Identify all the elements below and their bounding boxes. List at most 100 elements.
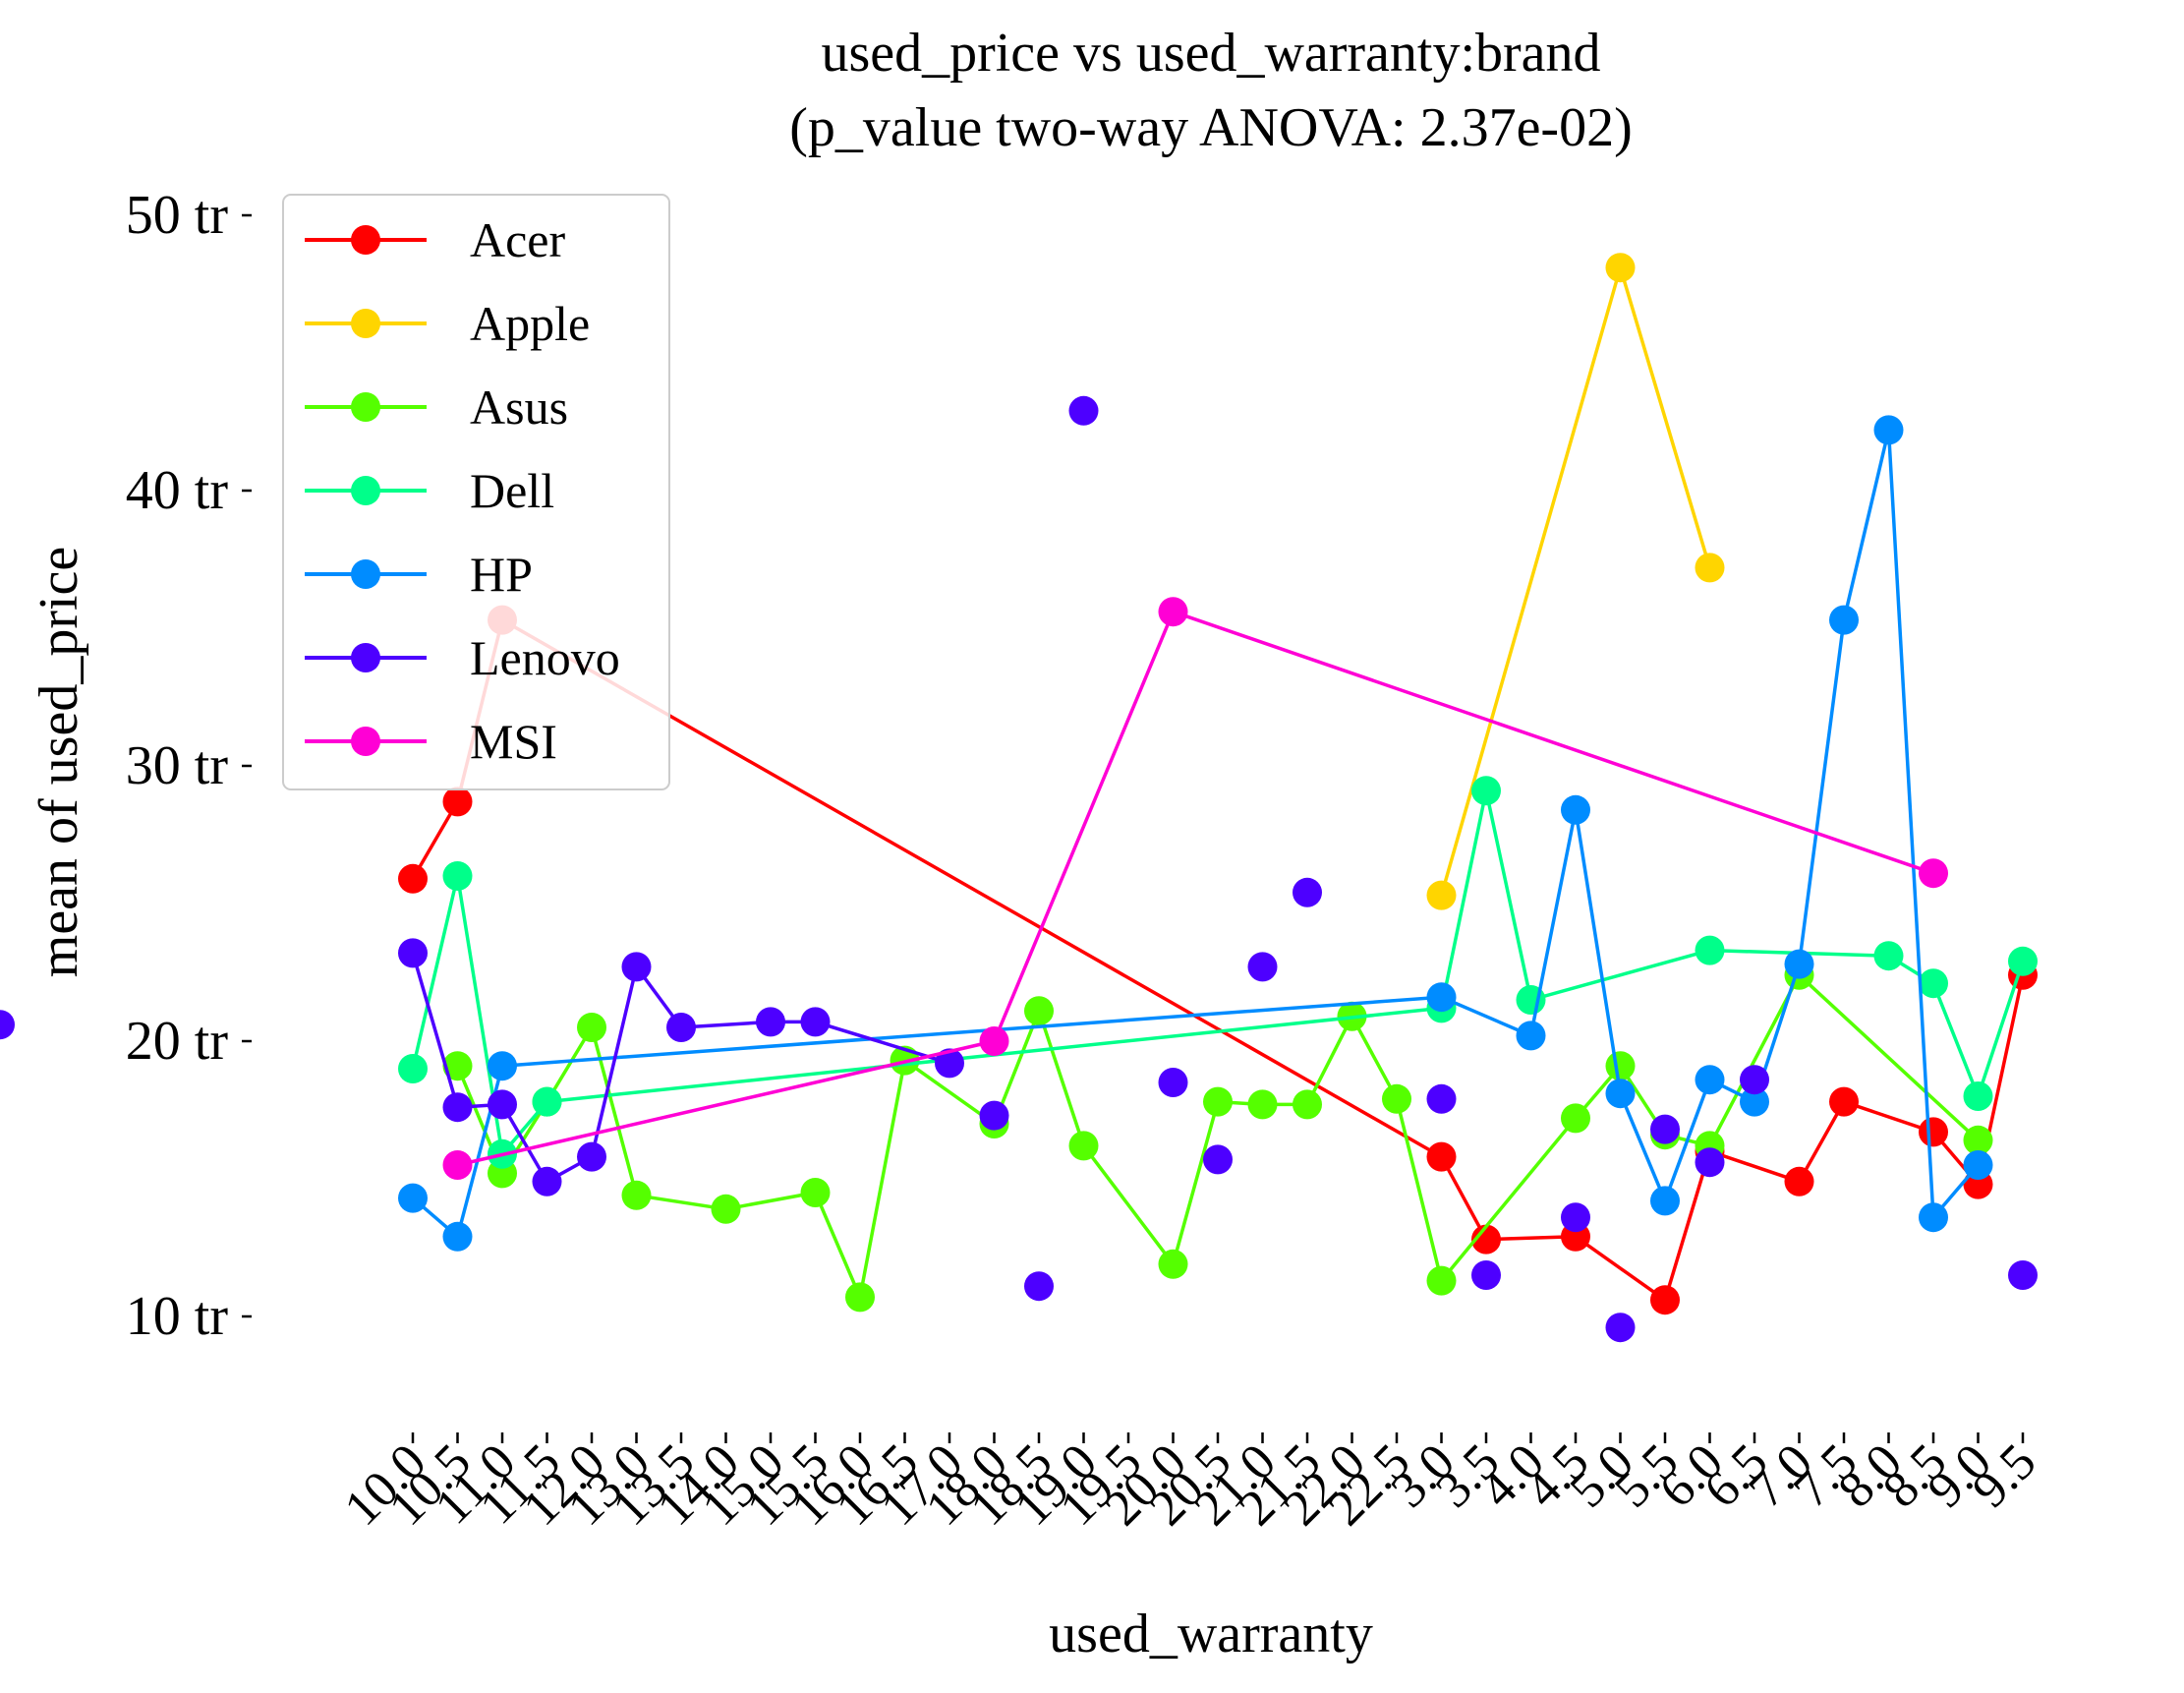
chart-title: used_price vs used_warranty:brand <box>821 23 1600 84</box>
legend-swatch-marker-asus <box>351 392 380 422</box>
legend-label-apple: Apple <box>470 296 590 351</box>
x-axis-label: used_warranty <box>1049 1604 1373 1664</box>
data-point-lenovo <box>1024 1271 1054 1302</box>
data-point-lenovo <box>488 1089 517 1120</box>
y-tick-label: 10 tr <box>126 1286 229 1347</box>
legend-label-asus: Asus <box>470 379 568 435</box>
data-point-lenovo <box>0 1010 15 1040</box>
legend-label-lenovo: Lenovo <box>470 630 620 685</box>
data-point-asus <box>845 1282 875 1313</box>
data-point-hp <box>1963 1150 1993 1180</box>
data-point-hp <box>1829 605 1859 635</box>
series-line-msi <box>457 610 1934 1167</box>
data-point-acer <box>1471 1224 1501 1255</box>
data-point-asus <box>800 1178 831 1207</box>
data-point-asus <box>711 1194 741 1224</box>
legend-swatch-marker-dell <box>351 476 380 505</box>
data-point-asus <box>1203 1086 1233 1117</box>
data-point-lenovo <box>1158 1068 1188 1097</box>
data-point-dell <box>1873 941 1904 971</box>
data-point-hp <box>1516 1021 1546 1051</box>
data-point-lenovo <box>756 1007 785 1037</box>
data-point-msi <box>1158 597 1188 627</box>
data-point-asus <box>1024 996 1054 1026</box>
plot-series <box>0 253 2038 1343</box>
chart-subtitle: (p_value two-way ANOVA: 2.37e-02) <box>789 97 1632 158</box>
data-point-lenovo <box>398 938 428 968</box>
data-point-hp <box>1919 1202 1948 1233</box>
data-point-lenovo <box>1471 1260 1501 1290</box>
y-axis-label: mean of used_price <box>29 547 89 977</box>
data-point-asus <box>577 1013 606 1042</box>
data-point-dell <box>1963 1081 1993 1111</box>
data-point-lenovo <box>800 1007 831 1037</box>
legend-swatch-marker-msi <box>351 727 380 756</box>
data-point-lenovo <box>1740 1065 1769 1095</box>
data-point-asus <box>1068 1131 1099 1161</box>
legend-swatch-marker-apple <box>351 309 380 338</box>
legend: Acer Apple Asus Dell HP Lenovo MSI <box>282 194 670 790</box>
data-point-lenovo <box>1293 877 1322 907</box>
data-point-hp <box>398 1183 428 1213</box>
y-tick-label: 40 tr <box>126 460 229 521</box>
data-point-hp <box>1873 415 1904 445</box>
data-point-asus <box>1247 1089 1278 1120</box>
data-point-lenovo <box>1695 1147 1725 1178</box>
data-point-lenovo <box>935 1048 964 1079</box>
data-point-asus <box>1963 1125 1993 1155</box>
data-point-msi <box>442 1150 473 1180</box>
data-point-lenovo <box>1203 1144 1233 1175</box>
data-point-dell <box>1919 968 1948 999</box>
data-point-hp <box>442 1221 473 1252</box>
data-point-apple <box>1426 880 1457 910</box>
legend-frame <box>282 194 670 790</box>
data-point-acer <box>1829 1086 1859 1117</box>
legend-swatch-marker-lenovo <box>351 643 380 672</box>
data-point-apple <box>1605 253 1636 283</box>
data-point-dell <box>1471 776 1501 806</box>
data-point-dell <box>1695 935 1725 965</box>
data-point-asus <box>1293 1089 1322 1120</box>
data-point-lenovo <box>1247 952 1278 982</box>
data-point-hp <box>1426 982 1457 1013</box>
legend-swatch-marker-hp <box>351 559 380 589</box>
data-point-lenovo <box>979 1100 1009 1131</box>
data-point-hp <box>1650 1186 1680 1216</box>
data-point-asus <box>1561 1103 1590 1134</box>
data-point-lenovo <box>621 952 652 982</box>
data-point-asus <box>1426 1265 1457 1296</box>
data-point-lenovo <box>442 1092 473 1123</box>
data-point-lenovo <box>2008 1260 2038 1290</box>
data-point-lenovo <box>532 1166 562 1197</box>
data-point-lenovo <box>1426 1083 1457 1114</box>
data-point-apple <box>1695 553 1725 583</box>
data-point-hp <box>1784 949 1814 979</box>
data-point-lenovo <box>1650 1114 1680 1144</box>
data-point-lenovo <box>1605 1313 1636 1343</box>
data-point-acer <box>398 863 428 894</box>
data-point-asus <box>442 1051 473 1081</box>
data-point-acer <box>442 787 473 817</box>
data-point-asus <box>1382 1083 1411 1114</box>
data-point-asus <box>621 1180 652 1210</box>
data-point-hp <box>1561 794 1590 825</box>
y-tick-label: 50 tr <box>126 185 229 246</box>
y-tick-label: 30 tr <box>126 735 229 796</box>
data-point-lenovo <box>1068 395 1099 426</box>
data-point-lenovo <box>1561 1202 1590 1233</box>
data-point-lenovo <box>577 1141 606 1172</box>
y-tick-label: 20 tr <box>126 1011 229 1072</box>
data-point-dell <box>442 861 473 891</box>
legend-label-msi: MSI <box>470 714 557 769</box>
legend-label-hp: HP <box>470 547 533 602</box>
data-point-msi <box>979 1026 1009 1056</box>
data-point-lenovo <box>666 1013 696 1042</box>
legend-swatch-marker-acer <box>351 225 380 255</box>
data-point-msi <box>1919 858 1948 889</box>
legend-label-dell: Dell <box>470 463 554 518</box>
data-point-asus <box>1158 1249 1188 1279</box>
y-axis: 10 tr 20 tr 30 tr 40 tr 50 tr <box>126 185 252 1347</box>
data-point-hp <box>488 1051 517 1081</box>
